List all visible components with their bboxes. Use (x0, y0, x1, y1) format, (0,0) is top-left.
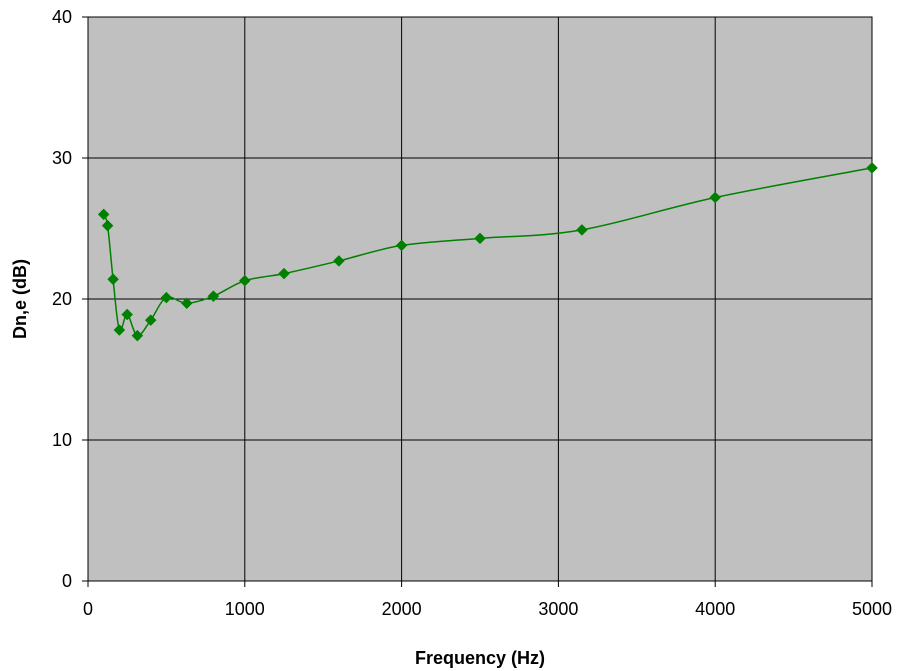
data-point-marker (121, 308, 134, 321)
data-point-marker (160, 291, 173, 304)
x-tick-label: 3000 (538, 599, 578, 619)
data-point-marker (395, 239, 408, 252)
data-point-marker (180, 297, 193, 310)
data-point-marker (866, 162, 878, 174)
y-axis-tick-labels: 0 10 20 30 40 (52, 7, 72, 591)
data-point-marker (144, 314, 157, 327)
x-tick-label: 4000 (695, 599, 735, 619)
data-point-marker (113, 324, 126, 336)
data-point-marker (709, 191, 722, 204)
y-tick-label: 0 (62, 571, 72, 591)
y-tick-label: 30 (52, 148, 72, 168)
data-point-marker (333, 255, 345, 267)
data-series (97, 162, 878, 342)
x-tick-label: 5000 (852, 599, 892, 619)
x-tick-label: 2000 (382, 599, 422, 619)
axes (82, 16, 873, 587)
x-axis-tick-labels: 0 1000 2000 3000 4000 5000 (83, 599, 892, 619)
data-point-marker (97, 208, 110, 221)
x-tick-label: 1000 (225, 599, 265, 619)
data-point-marker (107, 273, 119, 286)
y-tick-label: 20 (52, 289, 72, 309)
data-point-marker (576, 224, 588, 236)
y-tick-label: 40 (52, 7, 72, 27)
x-tick-label: 0 (83, 599, 93, 619)
data-point-marker (207, 290, 220, 303)
data-point-marker (131, 329, 144, 342)
x-axis-title: Frequency (Hz) (415, 648, 545, 668)
data-point-marker (278, 267, 290, 280)
data-point-marker (474, 232, 486, 245)
data-point-marker (101, 219, 114, 232)
data-point-marker (238, 274, 251, 287)
grid-lines (88, 17, 873, 581)
y-axis-title: Dn,e (dB) (10, 259, 30, 339)
y-tick-label: 10 (52, 430, 72, 450)
